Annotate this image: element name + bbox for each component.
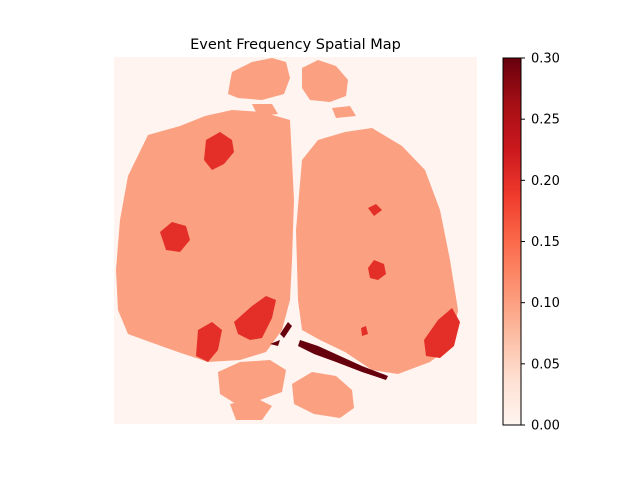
colorbar-tick-label: 0.25 — [531, 113, 560, 128]
colorbar-tick-label: 0.30 — [531, 52, 560, 67]
olfactory-small-patch — [252, 104, 278, 116]
hotspot-lateral-left — [160, 222, 190, 252]
colorbar-ticks: 0.00 0.05 0.10 0.15 0.20 0.25 0.30 — [521, 52, 560, 434]
hotspot-right-dot — [361, 326, 368, 336]
cerebellum-right — [292, 372, 354, 418]
colorbar-tick-label: 0.05 — [531, 357, 560, 372]
hotspot-right-center — [368, 260, 386, 280]
hotspot-right-small — [368, 204, 382, 216]
hotspot-right-posterior — [424, 308, 460, 358]
chart-title: Event Frequency Spatial Map — [190, 37, 401, 53]
colorbar-gradient — [502, 57, 522, 426]
left-hemisphere — [116, 110, 294, 362]
colorbar: 0.00 0.05 0.10 0.15 0.20 0.25 0.30 — [502, 52, 560, 434]
colorbar-tick-label: 0.00 — [531, 419, 560, 434]
cerebellum-bottom — [230, 398, 272, 420]
midline-streak-small — [280, 322, 292, 338]
colorbar-tick-label: 0.20 — [531, 174, 560, 189]
olfactory-small-patch-2 — [332, 106, 356, 118]
right-hemisphere — [296, 128, 458, 374]
hotspot-frontal-left — [204, 132, 234, 170]
cerebellum-left — [218, 360, 286, 404]
olfactory-bulb-right — [302, 60, 348, 102]
midline-streak — [298, 340, 388, 380]
colorbar-tick-label: 0.15 — [531, 235, 560, 250]
colorbar-tick-label: 0.10 — [531, 296, 560, 311]
hotspot-posterior-left — [196, 322, 222, 362]
hotspot-posterior-left-2 — [234, 296, 276, 340]
olfactory-bulb-left — [228, 58, 290, 100]
midline-streak-small-2 — [270, 340, 280, 346]
heatmap-axes — [114, 57, 477, 424]
